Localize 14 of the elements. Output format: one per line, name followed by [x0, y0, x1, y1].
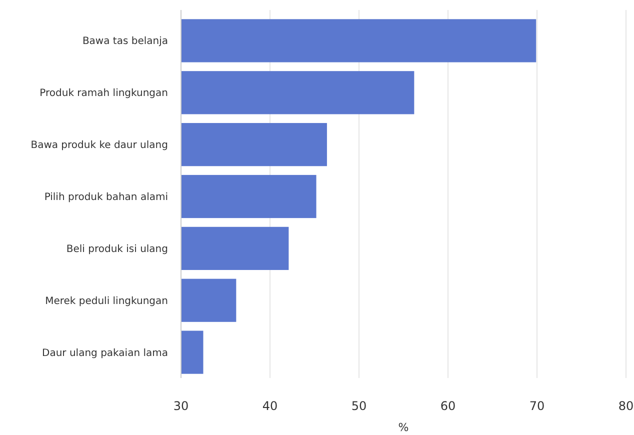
y-tick-label: Bawa tas belanja: [82, 36, 168, 48]
x-axis-title: %: [398, 421, 409, 434]
y-tick-label: Produk ramah lingkungan: [40, 88, 168, 100]
x-tick-label: 50: [351, 399, 367, 413]
x-tick-label: 80: [618, 399, 634, 413]
y-tick-label: Daur ulang pakaian lama: [42, 348, 168, 359]
y-tick-label: Beli produk isi ulang: [66, 244, 168, 255]
x-tick-label: 40: [262, 399, 278, 413]
y-tick-label: Pilih produk bahan alami: [44, 192, 168, 203]
y-tick-label: Bawa produk ke daur ulang: [30, 140, 168, 152]
x-tick-label: 60: [440, 399, 456, 413]
y-tick-label: Merek peduli lingkungan: [45, 296, 168, 307]
x-tick-label: 30: [173, 399, 189, 413]
x-tick-label: 70: [529, 399, 545, 413]
